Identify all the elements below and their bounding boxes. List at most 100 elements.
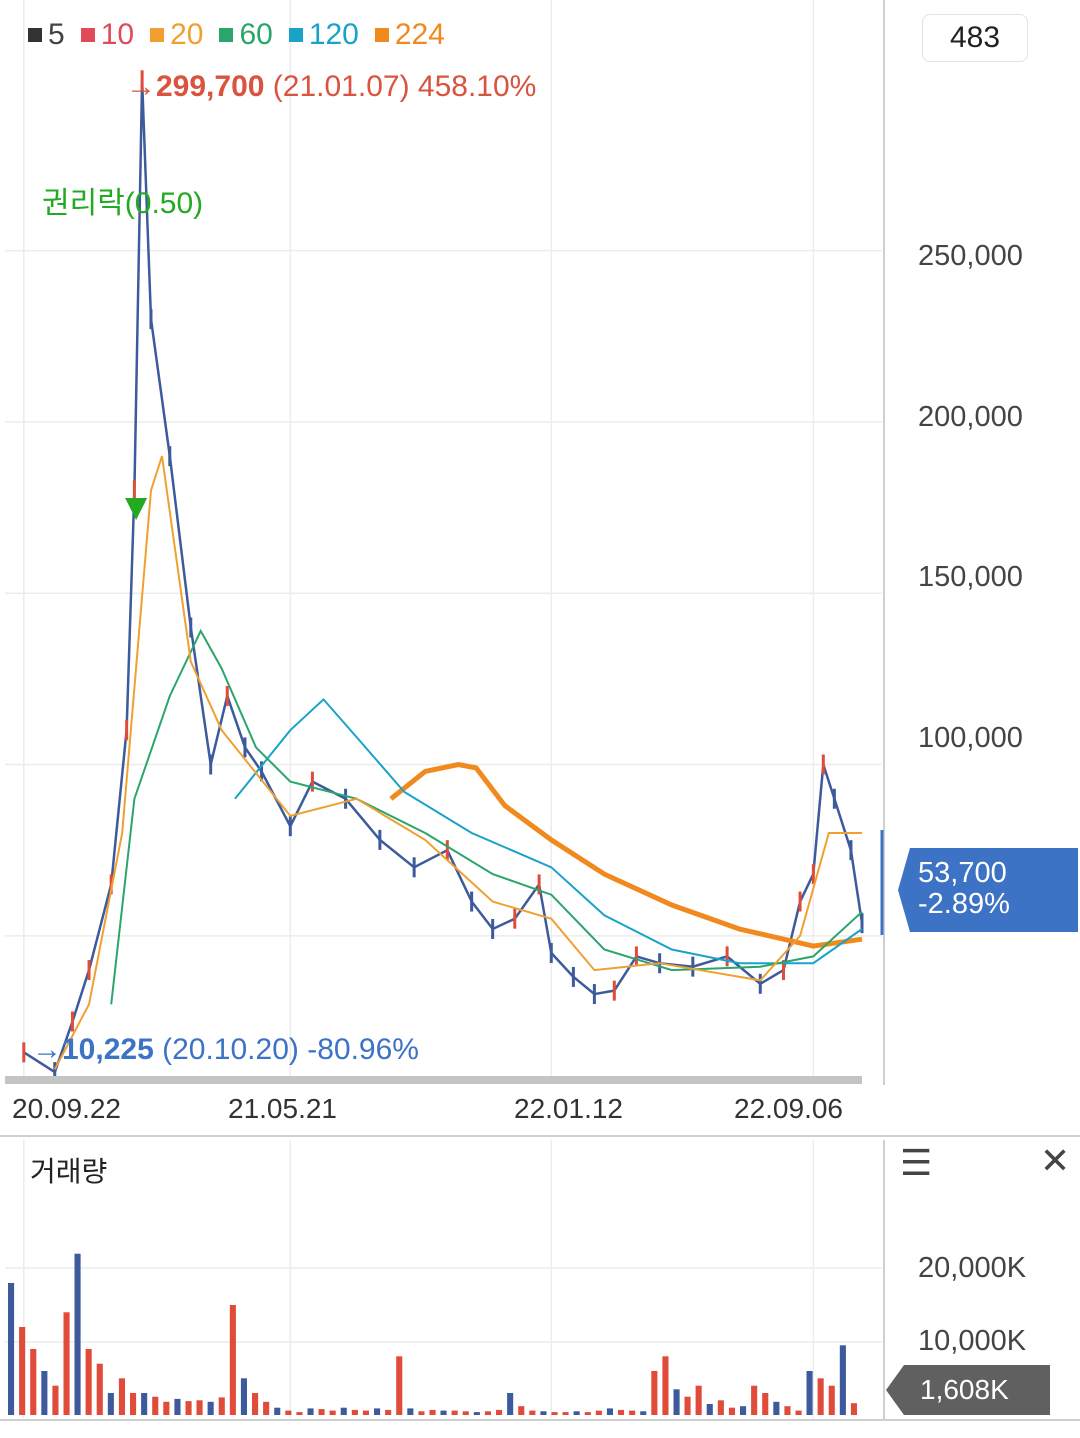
high-arrow: → xyxy=(126,70,156,103)
current-volume-tag: 1,608K xyxy=(886,1365,1050,1415)
volume-bar xyxy=(152,1396,159,1415)
volume-bar xyxy=(196,1400,203,1415)
x-tick-label: 20.09.22 xyxy=(12,1093,121,1124)
y-tick-label: 150,000 xyxy=(918,561,1023,593)
volume-bar xyxy=(640,1411,647,1415)
volume-bar xyxy=(806,1371,813,1415)
high-price: 299,700 xyxy=(156,70,265,103)
volume-bar xyxy=(595,1410,602,1415)
legend-item-120[interactable]: 120 xyxy=(288,18,359,52)
volume-bar xyxy=(706,1404,713,1415)
legend-item-10[interactable]: 10 xyxy=(80,18,135,52)
volume-bar xyxy=(385,1409,392,1415)
volume-bar xyxy=(240,1378,247,1415)
legend-item-5[interactable]: 5 xyxy=(28,18,65,52)
legend-label: 224 xyxy=(394,18,445,51)
volume-bar xyxy=(41,1371,48,1415)
ma-line-224 xyxy=(389,761,863,949)
volume-bar xyxy=(329,1410,336,1415)
volume-bar xyxy=(274,1407,281,1415)
volume-bar xyxy=(828,1385,835,1415)
menu-icon[interactable]: ☰ xyxy=(900,1142,933,1183)
legend-swatch xyxy=(150,28,165,42)
volume-bar xyxy=(529,1410,536,1415)
y-tick-label: 100,000 xyxy=(918,722,1023,754)
volume-y-tick: 10,000K xyxy=(918,1325,1027,1357)
volume-bar xyxy=(795,1410,802,1415)
volume-bar xyxy=(74,1253,81,1415)
volume-bar xyxy=(473,1412,480,1415)
volume-bar xyxy=(185,1401,192,1415)
volume-bar xyxy=(407,1408,414,1415)
price-line xyxy=(23,80,864,1075)
legend-label: 10 xyxy=(100,18,135,51)
legend-swatch xyxy=(374,28,389,42)
volume-bar xyxy=(130,1393,137,1415)
ma-line-120 xyxy=(234,697,863,965)
volume-bar xyxy=(573,1411,580,1415)
volume-title: 거래량 xyxy=(30,1156,108,1187)
volume-bar xyxy=(440,1410,447,1415)
volume-bar xyxy=(174,1398,181,1415)
volume-bar xyxy=(839,1345,846,1415)
rights-event-marker xyxy=(125,498,148,520)
x-tick-label: 21.05.21 xyxy=(228,1093,337,1124)
volume-bar xyxy=(252,1393,259,1415)
volume-bar xyxy=(8,1283,15,1415)
legend-item-20[interactable]: 20 xyxy=(150,18,203,52)
volume-bars xyxy=(8,1253,857,1415)
volume-bar xyxy=(207,1401,214,1415)
legend-label: 60 xyxy=(239,18,273,51)
low-price: 10,225 xyxy=(62,1033,154,1066)
volume-bar xyxy=(141,1393,148,1415)
volume-bar xyxy=(52,1385,59,1415)
current-price: 53,700 xyxy=(918,857,1007,889)
volume-bar xyxy=(340,1407,347,1415)
volume-bar xyxy=(296,1412,303,1415)
volume-bar xyxy=(85,1349,92,1415)
volume-bar xyxy=(740,1406,747,1415)
ma-line-60 xyxy=(110,628,863,1005)
volume-y-tick: 20,000K xyxy=(918,1252,1027,1284)
horizontal-scrollbar xyxy=(5,1076,862,1084)
volume-bar xyxy=(396,1356,403,1415)
volume-bar xyxy=(606,1408,613,1415)
volume-bar xyxy=(762,1393,769,1415)
volume-bar xyxy=(618,1409,625,1415)
volume-bar xyxy=(728,1407,735,1415)
high-pct: 458.10% xyxy=(417,70,537,103)
legend-swatch xyxy=(219,28,234,42)
x-tick-label: 22.09.06 xyxy=(734,1093,843,1124)
volume-bar xyxy=(629,1410,636,1415)
legend-label: 120 xyxy=(308,18,359,51)
volume-bar xyxy=(584,1412,591,1415)
legend-label: 20 xyxy=(170,18,204,51)
legend-item-224[interactable]: 224 xyxy=(374,18,445,52)
candle-count-box[interactable]: 483 xyxy=(922,14,1028,62)
volume-bar xyxy=(695,1385,702,1415)
volume-bar xyxy=(107,1393,114,1415)
volume-bar xyxy=(551,1412,558,1415)
volume-bar xyxy=(163,1401,170,1415)
volume-bar xyxy=(540,1411,547,1415)
volume-bar xyxy=(662,1356,669,1415)
volume-bar xyxy=(496,1409,503,1415)
legend-swatch xyxy=(80,28,95,42)
moving-average-lines xyxy=(53,455,863,1070)
legend-item-60[interactable]: 60 xyxy=(219,18,273,52)
volume-bar xyxy=(307,1408,314,1415)
volume-bar xyxy=(30,1349,37,1415)
volume-bar xyxy=(285,1410,292,1415)
moving-average-legend[interactable]: 5 10 20 60 120 224 xyxy=(28,18,445,52)
close-icon[interactable]: ✕ xyxy=(1040,1140,1071,1181)
high-price-annotation: →299,700 (21.01.07) 458.10% xyxy=(126,70,536,104)
y-tick-label: 200,000 xyxy=(918,401,1023,433)
current-price-tag: 53,700 -2.89% xyxy=(898,848,1078,932)
grid-lines xyxy=(5,0,882,1418)
volume-bar xyxy=(451,1410,458,1415)
y-tick-label: 250,000 xyxy=(918,240,1023,272)
volume-bar xyxy=(19,1327,26,1415)
volume-bar xyxy=(63,1312,70,1415)
volume-bar xyxy=(773,1401,780,1415)
